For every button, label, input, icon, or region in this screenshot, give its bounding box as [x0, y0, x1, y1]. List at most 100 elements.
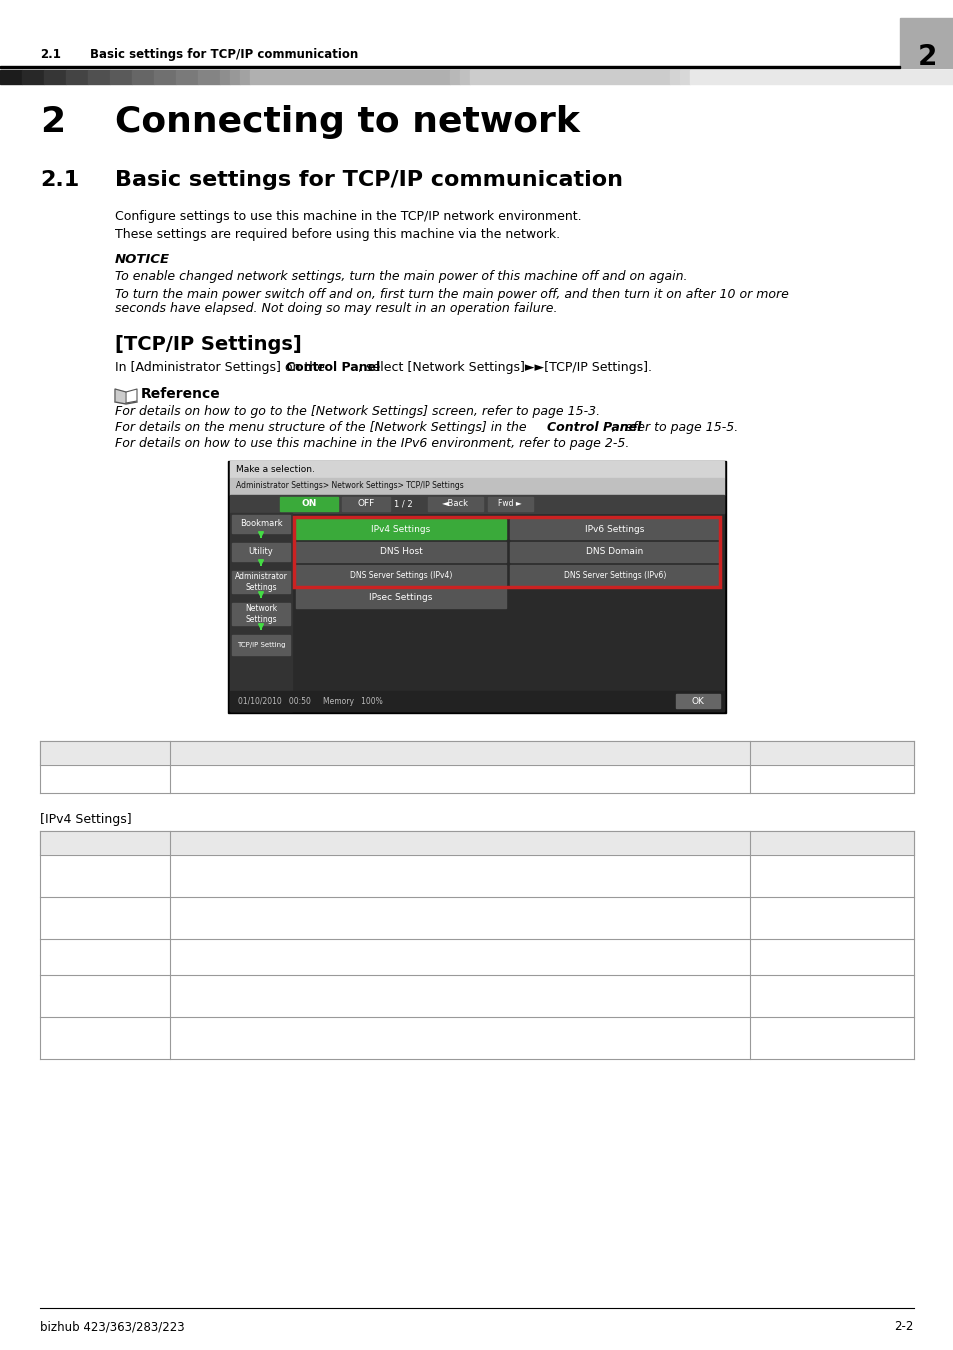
Bar — [669, 70, 679, 84]
Text: [Auto Input]: [Auto Input] — [48, 904, 123, 918]
Bar — [40, 1017, 913, 1058]
Text: this machine: this machine — [758, 1038, 838, 1052]
Bar — [510, 566, 720, 585]
Text: Reference: Reference — [141, 387, 220, 401]
Text: bizhub 423/363/283/223: bizhub 423/363/283/223 — [40, 1320, 185, 1332]
Bar — [132, 70, 153, 84]
Bar — [232, 543, 290, 562]
Text: this machine.: this machine. — [178, 960, 262, 973]
Bar — [294, 517, 720, 587]
Text: DNS Host: DNS Host — [379, 548, 422, 556]
Bar — [0, 66, 899, 68]
Bar — [40, 975, 913, 1017]
Text: DNS Domain: DNS Domain — [586, 548, 643, 556]
Text: IPv4 Settings: IPv4 Settings — [371, 525, 430, 533]
Text: Subnet mask of this: Subnet mask of this — [758, 983, 882, 996]
Bar — [230, 460, 723, 478]
Text: [Subnet Mask]: [Subnet Mask] — [48, 983, 138, 996]
Text: od: od — [758, 876, 773, 890]
Text: 2: 2 — [917, 43, 936, 72]
Text: [IP Application: [IP Application — [48, 863, 138, 876]
Text: Item: Item — [48, 748, 82, 761]
Bar — [676, 694, 720, 707]
Text: These settings are required before using this machine via the network.: These settings are required before using… — [115, 228, 559, 242]
Text: NOTICE: NOTICE — [115, 252, 170, 266]
Text: Basic settings for TCP/IP communication: Basic settings for TCP/IP communication — [115, 170, 622, 190]
Text: [TCP/IP Settings]: [TCP/IP Settings] — [115, 335, 301, 354]
Text: Bookmark: Bookmark — [239, 520, 282, 528]
Text: IP application meth-: IP application meth- — [758, 863, 882, 876]
Bar — [341, 497, 390, 512]
Text: Prior check: Prior check — [758, 748, 841, 761]
Text: ON: ON — [301, 500, 316, 509]
Text: When directly entering the IP address, configure the sub-: When directly entering the IP address, c… — [178, 983, 537, 996]
Text: In [Administrator Settings] on the: In [Administrator Settings] on the — [115, 360, 329, 374]
Text: For details on the menu structure of the [Network Settings] in the: For details on the menu structure of the… — [115, 421, 530, 433]
Bar — [679, 70, 689, 84]
Text: For details on how to use this machine in the IPv6 environment, refer to page 2-: For details on how to use this machine i… — [115, 437, 629, 450]
Bar — [153, 70, 175, 84]
Text: machine: machine — [758, 996, 811, 1008]
Bar — [40, 832, 913, 855]
Text: Basic settings for TCP/IP communication: Basic settings for TCP/IP communication — [90, 49, 358, 61]
Text: IPv6 Settings: IPv6 Settings — [585, 525, 644, 533]
Bar — [40, 896, 913, 940]
Bar — [40, 741, 913, 765]
Bar — [175, 70, 198, 84]
Text: Make a selection.: Make a selection. — [235, 464, 314, 474]
Text: IPsec Settings: IPsec Settings — [369, 594, 433, 602]
Text: 2-2: 2-2 — [894, 1320, 913, 1332]
Text: Utility: Utility — [249, 548, 274, 556]
Text: seconds have elapsed. Not doing so may result in an operation failure.: seconds have elapsed. Not doing so may r… — [115, 302, 557, 315]
Bar — [230, 513, 292, 711]
Text: 2.1: 2.1 — [40, 49, 61, 61]
Text: , refer to page 15-5.: , refer to page 15-5. — [612, 421, 738, 433]
Bar — [40, 855, 913, 896]
Text: Select whether to automatically obtain the IP address or: Select whether to automatically obtain t… — [178, 863, 531, 876]
Bar — [428, 497, 482, 512]
Text: Administrator
Settings: Administrator Settings — [234, 572, 287, 591]
Text: DNS Server Settings (IPv6): DNS Server Settings (IPv6) — [563, 571, 665, 579]
Text: directly specify it.: directly specify it. — [178, 876, 289, 890]
Bar — [459, 70, 470, 84]
Bar — [40, 940, 913, 975]
Text: Item: Item — [48, 838, 82, 850]
Text: [Default Gateway]: [Default Gateway] — [48, 1025, 163, 1038]
Bar — [899, 18, 953, 68]
Bar — [240, 70, 250, 84]
Bar — [280, 497, 337, 512]
Text: Default gateway of: Default gateway of — [758, 1025, 877, 1038]
Bar — [295, 541, 505, 562]
Bar — [488, 497, 533, 512]
Bar — [295, 589, 505, 608]
Text: Connecting to network: Connecting to network — [115, 105, 579, 139]
Bar — [232, 634, 290, 655]
Text: , select [Network Settings]►►[TCP/IP Settings].: , select [Network Settings]►►[TCP/IP Set… — [357, 360, 651, 374]
Bar — [230, 495, 723, 513]
Text: OK: OK — [691, 697, 703, 706]
Text: Description: Description — [178, 838, 264, 850]
Bar — [228, 460, 725, 713]
Text: Memory   100%: Memory 100% — [323, 697, 382, 706]
Text: [ON]/[OFF]: [ON]/[OFF] — [48, 774, 115, 786]
Bar — [230, 691, 723, 711]
Text: To turn the main power switch off and on, first turn the main power off, and the: To turn the main power switch off and on… — [115, 288, 788, 301]
Text: machine: machine — [758, 960, 811, 973]
Text: To automatically obtain the IP address, select the auto-: To automatically obtain the IP address, … — [178, 904, 523, 918]
Text: Control Panel: Control Panel — [546, 421, 640, 433]
Bar — [110, 70, 132, 84]
Text: Description: Description — [178, 748, 264, 761]
Text: gateway of the network to be connected.: gateway of the network to be connected. — [178, 1038, 436, 1052]
Text: matic retrieval method.: matic retrieval method. — [178, 918, 326, 932]
Text: ◄Back: ◄Back — [441, 500, 468, 509]
Bar — [510, 541, 720, 562]
Text: 1 / 2: 1 / 2 — [394, 500, 412, 509]
Text: net mask of the network to be connected.: net mask of the network to be connected. — [178, 996, 441, 1008]
Bar — [22, 70, 44, 84]
Text: Select [ON].: Select [ON]. — [178, 774, 253, 786]
Bar — [510, 518, 720, 539]
Bar — [198, 70, 220, 84]
Bar — [230, 70, 240, 84]
Polygon shape — [126, 389, 137, 404]
Text: TCP/IP Setting: TCP/IP Setting — [236, 643, 285, 648]
